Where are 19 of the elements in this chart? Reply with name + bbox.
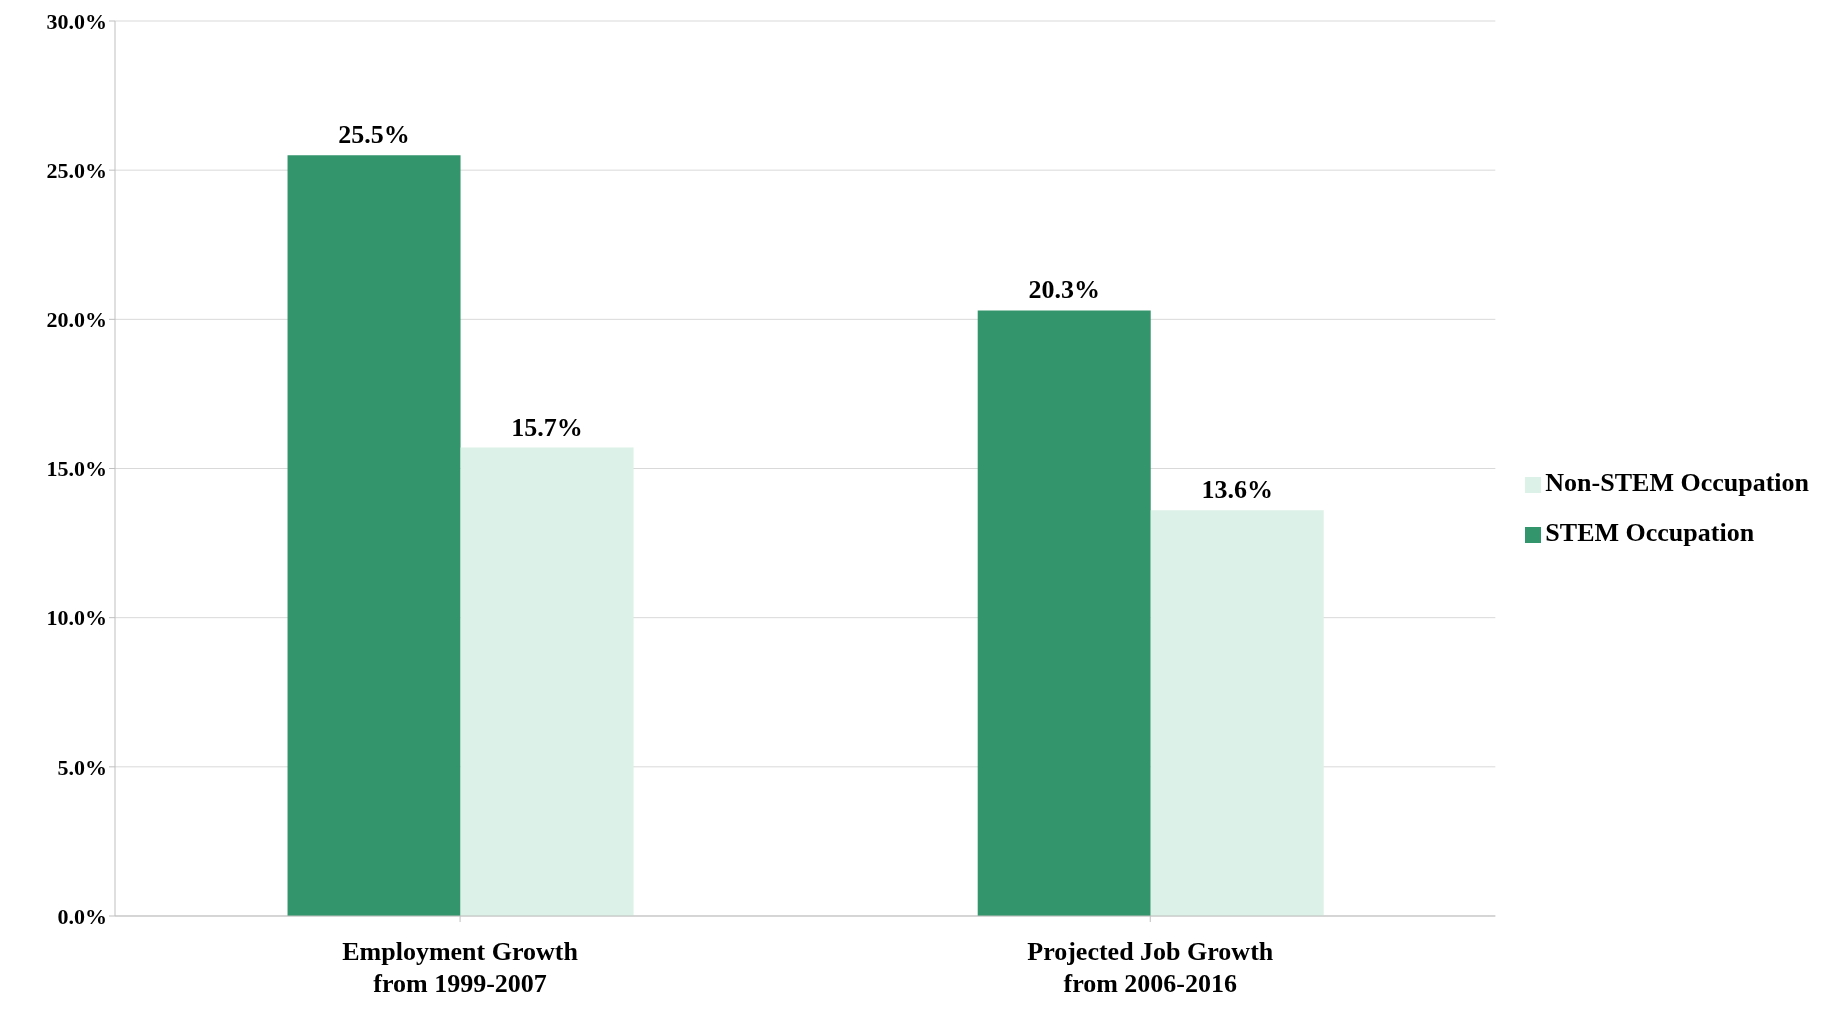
data-label: 25.5%	[338, 120, 410, 150]
y-tick-label: 0.0%	[57, 903, 107, 929]
data-label: 20.3%	[1028, 275, 1100, 305]
x-tick-label: Employment Growth from 1999-2007	[342, 937, 579, 998]
data-label: 13.6%	[1201, 475, 1273, 505]
data-label: 15.7%	[511, 412, 583, 442]
bar	[287, 155, 461, 916]
x-tick-label: Projected Job Growth from 2006-2016	[1027, 937, 1274, 998]
y-tick-label: 5.0%	[57, 754, 107, 780]
y-tick-label: 30.0%	[46, 8, 107, 34]
bar	[460, 447, 634, 916]
bar	[977, 310, 1151, 916]
y-tick-label: 25.0%	[46, 157, 107, 183]
legend-label: Non-STEM Occupation	[1545, 468, 1809, 497]
y-tick-label: 20.0%	[46, 307, 107, 333]
y-tick-label: 10.0%	[46, 605, 107, 631]
y-tick-label: 15.0%	[46, 456, 107, 482]
legend-label: STEM Occupation	[1545, 518, 1755, 547]
bar	[1150, 510, 1324, 916]
